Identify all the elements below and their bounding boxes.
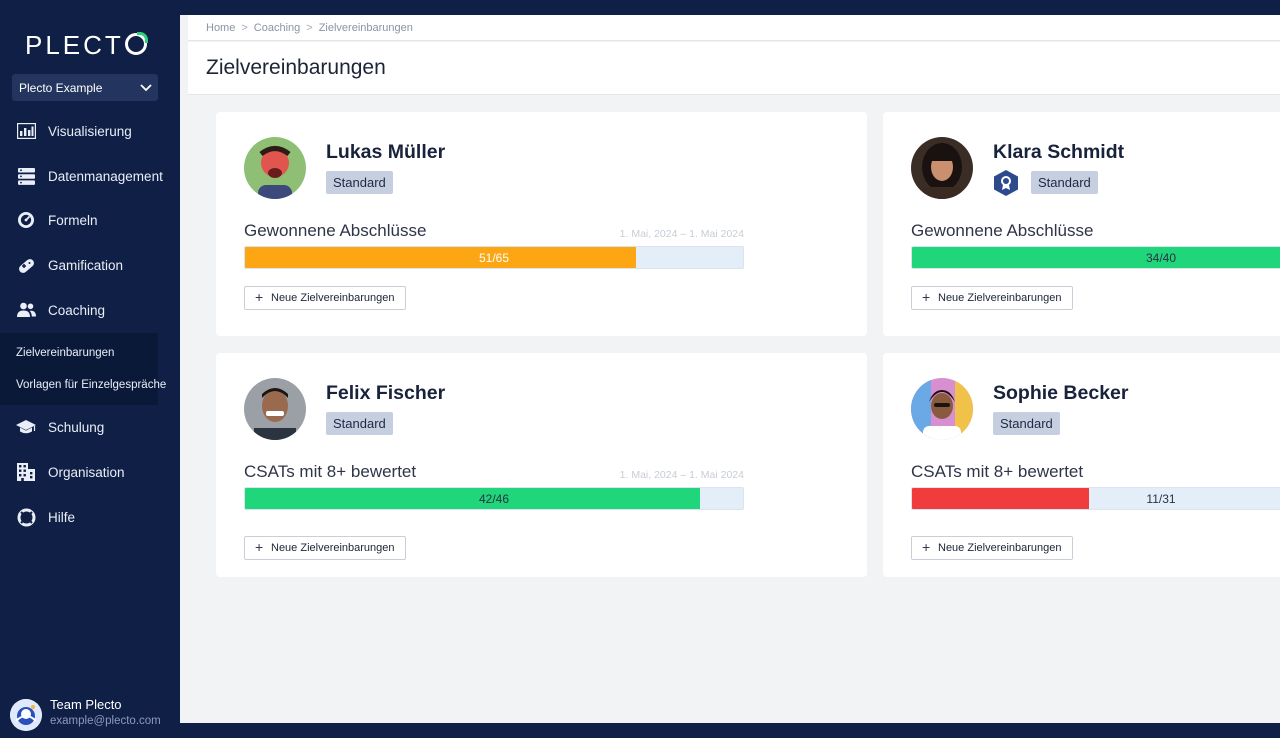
coaching-subnav: Zielvereinbarungen Vorlagen für Einzelge… [0,333,166,405]
graduation-cap-icon [16,417,36,437]
nav-item-label: Datenmanagement [48,168,163,184]
new-goal-button[interactable]: + Neue Zielvereinbarungen [911,536,1073,560]
plecto-logo[interactable]: PLECT [25,30,148,61]
progress-label: 42/46 [478,492,510,506]
subnav-item-vorlagen[interactable]: Vorlagen für Einzelgespräche [16,379,167,391]
nav-item-label: Visualisierung [48,123,132,139]
plus-icon: + [255,289,264,305]
goal-card: Sophie Becker Standard CSATs mit 8+ bewe… [883,353,1280,577]
user-name: Team Plecto [50,697,122,712]
page-header: Zielvereinbarungen [188,42,1280,95]
progress-bar: 51/65 [244,246,744,269]
goal-card: Klara Schmidt Standard Gewonnene Abschlü… [883,112,1280,336]
logo-o-mark [124,32,148,55]
nav-item-schulung[interactable]: Schulung [0,407,180,447]
page-title: Zielvereinbarungen [206,56,386,79]
achievement-badge-icon [994,170,1018,196]
person-name[interactable]: Felix Fischer [326,382,446,404]
subnav-item-zielvereinbarungen[interactable]: Zielvereinbarungen [16,347,115,359]
avatar [911,378,973,440]
role-badge: Standard [993,412,1060,435]
person-name[interactable]: Klara Schmidt [993,141,1125,163]
kpi-name: CSATs mit 8+ bewertet [911,462,1084,481]
nav-item-gamification[interactable]: Gamification [0,245,180,285]
lifebuoy-icon [16,507,36,527]
avatar [244,137,306,199]
kpi-name: Gewonnene Abschlüsse [911,221,1094,240]
kpi-name: Gewonnene Abschlüsse [244,221,427,240]
person-name[interactable]: Lukas Müller [326,141,446,163]
new-goal-button-label: Neue Zielvereinbarungen [271,542,395,554]
breadcrumb: Home > Coaching > Zielvereinbarungen [188,15,1280,41]
date-range: 1. Mai, 2024 – 1. Mai 2024 [619,469,744,481]
new-goal-button-label: Neue Zielvereinbarungen [938,542,1062,554]
progress-fill [245,247,636,268]
new-goal-button[interactable]: + Neue Zielvereinbarungen [244,536,406,560]
nav-item-visualisierung[interactable]: Visualisierung [0,111,180,151]
breadcrumb-home[interactable]: Home [206,22,236,34]
organization-select[interactable]: Plecto Example [12,74,158,101]
organization-select-value: Plecto Example [19,81,103,95]
nav-item-hilfe[interactable]: Hilfe [0,497,180,537]
date-range: 1. Mai, 2024 – 1. Mai 2024 [619,228,744,240]
breadcrumb-coaching[interactable]: Coaching [253,22,301,34]
new-goal-button[interactable]: + Neue Zielvereinbarungen [911,286,1073,310]
new-goal-button[interactable]: + Neue Zielvereinbarungen [244,286,406,310]
nav-item-formeln[interactable]: Formeln [0,200,180,240]
progress-label: 51/65 [478,251,510,265]
plus-icon: + [255,539,264,555]
progress-label: 11/31 [1146,492,1176,506]
nav-item-label: Schulung [48,419,105,435]
progress-fill [912,247,1280,268]
breadcrumb-separator: > [306,22,313,34]
progress-label: 34/40 [1145,251,1177,265]
plus-icon: + [922,289,931,305]
user-email: example@plecto.com [50,715,161,727]
goal-card: Lukas Müller Standard Gewonnene Abschlüs… [216,112,867,336]
progress-bar: 34/40 [911,246,1280,269]
role-badge: Standard [1031,171,1098,194]
user-profile[interactable]: Team Plecto example@plecto.com [10,697,180,733]
chevron-down-icon [140,84,152,92]
goal-card: Felix Fischer Standard CSATs mit 8+ bewe… [216,353,867,577]
nav-item-label: Coaching [48,302,106,318]
main-content: Home > Coaching > Zielvereinbarungen Zielver… [180,15,1280,723]
progress-bar: 42/46 [244,487,744,510]
building-icon [16,462,36,482]
nav-item-label: Organisation [48,464,125,480]
nav-item-coaching[interactable]: Coaching [0,290,180,330]
kpi-name: CSATs mit 8+ bewertet [244,462,417,481]
role-badge: Standard [326,412,393,435]
nav-item-label: Hilfe [48,509,76,525]
progress-fill [245,488,700,509]
avatar [911,137,973,199]
avatar [10,699,42,731]
plus-icon: + [922,539,931,555]
breadcrumb-current: Zielvereinbarungen [318,22,413,34]
users-icon [16,300,36,320]
avatar [244,378,306,440]
bar-chart-icon [16,121,36,141]
new-goal-button-label: Neue Zielvereinbarungen [938,292,1062,304]
progress-bar: 11/31 [911,487,1280,510]
gamepad-icon [16,255,36,275]
nav-item-label: Gamification [48,257,124,273]
sidebar: PLECT Plecto Example Visualisierung Date… [0,0,180,738]
nav-item-label: Formeln [48,212,98,228]
progress-fill [912,488,1089,509]
database-icon [16,166,36,186]
nav-item-organisation[interactable]: Organisation [0,452,180,492]
role-badge: Standard [326,171,393,194]
breadcrumb-separator: > [241,22,248,34]
nav-item-datenmanagement[interactable]: Datenmanagement [0,156,180,196]
person-name[interactable]: Sophie Becker [993,382,1129,404]
gauge-icon [16,210,36,230]
new-goal-button-label: Neue Zielvereinbarungen [271,292,395,304]
logo-text: PLECT [25,30,124,60]
